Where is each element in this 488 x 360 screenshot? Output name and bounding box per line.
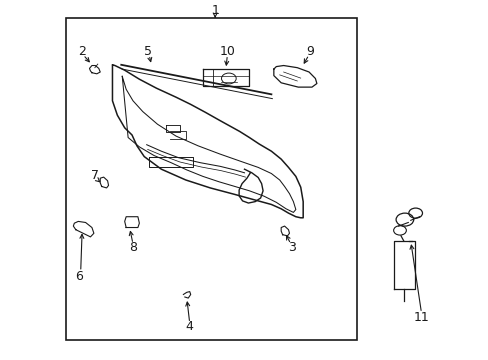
Text: 10: 10 (219, 45, 235, 58)
Text: 3: 3 (288, 241, 296, 254)
Text: 1: 1 (211, 4, 219, 17)
Text: 6: 6 (75, 270, 83, 283)
Text: 9: 9 (306, 45, 314, 58)
Bar (66, 18, 356, 340)
Text: 4: 4 (185, 320, 193, 333)
Text: 8: 8 (129, 241, 137, 254)
Text: 11: 11 (413, 311, 428, 324)
Text: 7: 7 (91, 169, 99, 182)
Text: 2: 2 (78, 45, 86, 58)
Text: 5: 5 (143, 45, 151, 58)
